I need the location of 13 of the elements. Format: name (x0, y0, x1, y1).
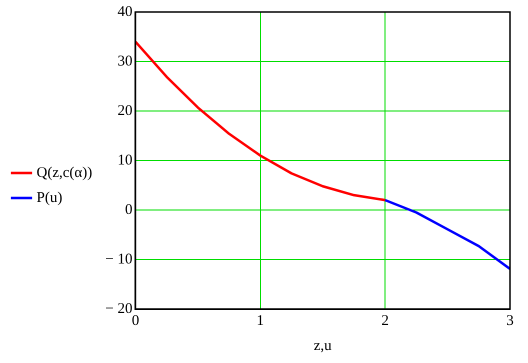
x-tick-label: 1 (256, 312, 264, 329)
y-tick-label: 30 (117, 53, 132, 70)
x-axis-title: z,u (314, 338, 332, 354)
y-tick-label: − 10 (105, 251, 132, 268)
y-tick-label: 40 (117, 4, 132, 20)
legend-label: Q(z,c(α)) (36, 164, 92, 181)
y-tick-label: − 20 (105, 300, 132, 317)
x-tick-label: 2 (381, 312, 389, 329)
legend-label: P(u) (36, 190, 62, 206)
x-tick-label: 3 (506, 312, 514, 329)
y-tick-label: 20 (117, 102, 132, 119)
y-tick-label: 0 (124, 202, 132, 218)
y-tick-label: 10 (117, 152, 132, 168)
